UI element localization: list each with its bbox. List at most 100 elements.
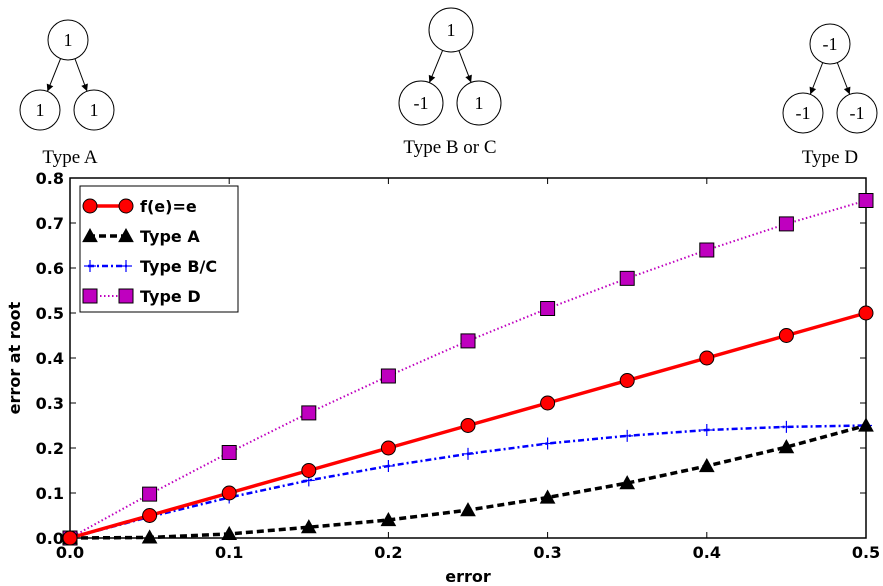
legend-label: Type D bbox=[140, 287, 201, 306]
error-chart: 0.0 0.1 0.2 0.3 0.4 0.5 0.0 0.1 0.2 0.3 0.4 0.5 0.6… bbox=[5, 169, 880, 586]
data-point bbox=[541, 437, 554, 450]
legend-label: Type B/C bbox=[140, 257, 217, 276]
data-point bbox=[142, 486, 158, 502]
tree-node-root bbox=[47, 19, 89, 61]
series-markers bbox=[62, 193, 874, 546]
data-point bbox=[699, 350, 715, 366]
legend-entry: Type D bbox=[82, 287, 201, 306]
legend-entry: Type A bbox=[82, 227, 200, 246]
tree-2: 1 -1 1 Type B or C bbox=[398, 7, 502, 158]
y-tick-label: 0.8 bbox=[36, 169, 64, 188]
tree-node-right-label: 1 bbox=[475, 93, 484, 113]
series-markers-0 bbox=[62, 305, 874, 546]
series-markers-1 bbox=[62, 417, 874, 545]
tree-edge-left-arrowhead bbox=[46, 83, 54, 92]
data-point bbox=[62, 530, 78, 546]
y-tick-label: 0.6 bbox=[36, 259, 64, 278]
y-tick-label: 0.0 bbox=[36, 529, 64, 548]
data-point bbox=[858, 305, 874, 321]
data-point bbox=[380, 368, 396, 384]
data-point bbox=[380, 440, 396, 456]
data-point bbox=[141, 529, 158, 544]
tree-caption: Type A bbox=[42, 147, 97, 168]
data-point bbox=[699, 242, 715, 258]
data-point bbox=[700, 424, 713, 436]
x-tick-label: 0.5 bbox=[852, 543, 880, 562]
tree-3: -1 -1 -1 Type D bbox=[782, 23, 878, 168]
legend-marker bbox=[118, 198, 134, 214]
legend-label: f(e)=e bbox=[140, 197, 197, 216]
data-point bbox=[619, 373, 635, 388]
series-markers-2 bbox=[64, 419, 872, 544]
tree-node-left-label: 1 bbox=[36, 100, 45, 120]
y-tick-label: 0.4 bbox=[36, 349, 64, 368]
data-point bbox=[221, 525, 238, 541]
tree-edge-right-arrowhead bbox=[81, 83, 88, 92]
data-point bbox=[380, 511, 397, 527]
legend-entry: f(e)=e bbox=[82, 197, 197, 216]
data-point bbox=[780, 420, 793, 433]
legend-marker bbox=[82, 227, 98, 243]
tree-node-right-label: 1 bbox=[90, 100, 99, 120]
y-tick-label: 0.2 bbox=[36, 439, 64, 458]
tree-node-right bbox=[456, 80, 502, 126]
legend-marker bbox=[82, 198, 98, 214]
tree-node-left bbox=[782, 92, 824, 134]
data-point bbox=[540, 395, 556, 411]
legend-marker bbox=[84, 260, 96, 272]
tree-caption: Type B or C bbox=[403, 137, 496, 158]
tree-edge-right-arrowhead bbox=[465, 74, 472, 83]
tree-1: 1 1 1 Type A bbox=[19, 19, 115, 168]
data-point bbox=[460, 418, 476, 433]
legend-marker bbox=[118, 227, 134, 243]
y-tick-label: 0.1 bbox=[36, 484, 64, 503]
data-point bbox=[621, 429, 634, 442]
legend: f(e)=e Type A Type B/C Type D bbox=[79, 185, 239, 313]
series-line-2 bbox=[69, 424, 867, 540]
tree-node-left-label: -1 bbox=[796, 103, 811, 123]
data-point bbox=[142, 508, 158, 523]
data-point bbox=[301, 463, 317, 478]
x-axis-label: error bbox=[445, 567, 491, 586]
tree-node-root-label: 1 bbox=[64, 30, 73, 50]
y-tick-label: 0.7 bbox=[36, 214, 64, 233]
legend-marker bbox=[82, 288, 98, 304]
tree-node-right bbox=[836, 92, 878, 134]
legend-marker bbox=[118, 288, 134, 304]
tree-node-left-label: -1 bbox=[414, 93, 429, 113]
y-tick-label: 0.5 bbox=[36, 304, 64, 323]
data-point bbox=[619, 475, 636, 490]
y-axis-label: error at root bbox=[5, 301, 24, 414]
data-point bbox=[221, 445, 237, 460]
tree-node-root-label: 1 bbox=[447, 20, 456, 40]
data-point bbox=[460, 502, 476, 517]
data-point bbox=[300, 519, 317, 534]
data-point bbox=[619, 270, 635, 286]
data-point bbox=[858, 193, 874, 208]
tree-caption: Type D bbox=[802, 147, 858, 168]
data-point bbox=[698, 457, 715, 473]
x-tick-label: 0.2 bbox=[374, 543, 402, 562]
x-axis-ticks: 0.0 0.1 0.2 0.3 0.4 0.5 bbox=[56, 178, 880, 562]
tree-node-root bbox=[809, 23, 851, 65]
data-point bbox=[778, 216, 794, 232]
y-tick-label: 0.3 bbox=[36, 394, 64, 413]
x-tick-label: 0.3 bbox=[533, 543, 561, 562]
tree-node-root bbox=[428, 7, 474, 53]
legend-marker bbox=[120, 260, 132, 272]
tree-node-right bbox=[73, 89, 115, 131]
tree-edge-left-arrowhead bbox=[809, 86, 817, 95]
tree-edge-left-arrowhead bbox=[428, 74, 436, 83]
data-point bbox=[460, 333, 476, 349]
data-point bbox=[221, 485, 237, 501]
tree-node-left bbox=[19, 89, 61, 131]
series-line-1 bbox=[69, 423, 867, 540]
tree-node-right-label: -1 bbox=[850, 103, 865, 123]
data-point bbox=[539, 489, 556, 504]
data-point bbox=[462, 447, 474, 460]
data-point bbox=[778, 439, 795, 454]
data-point bbox=[778, 328, 794, 343]
legend-entry: Type B/C bbox=[84, 257, 217, 276]
data-point bbox=[540, 301, 556, 316]
